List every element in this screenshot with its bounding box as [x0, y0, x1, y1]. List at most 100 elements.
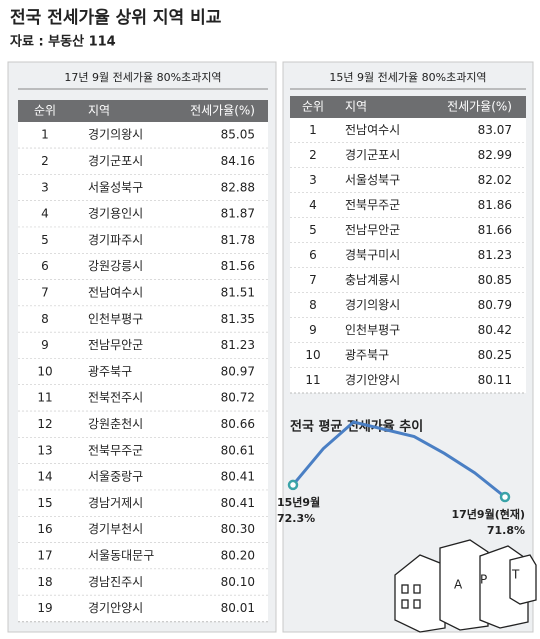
table-cell: 서울동대문구 [88, 548, 154, 562]
table-cell: 4 [41, 207, 49, 221]
table-row [18, 385, 268, 412]
table-cell: 충남계룡시 [345, 273, 400, 287]
table-row [18, 253, 268, 280]
table-row [290, 218, 526, 243]
table-row [290, 193, 526, 218]
table-cell: 경기안양시 [345, 373, 400, 387]
table-cell: 80.42 [478, 323, 512, 337]
table-cell: 81.86 [478, 198, 512, 212]
table-cell: 81.35 [221, 312, 255, 326]
table-caption: 15년 9월 전세가율 80%초과지역 [329, 71, 486, 84]
table-cell: 경기의왕시 [88, 128, 143, 142]
table-cell: 80.79 [478, 298, 512, 312]
table-cell: 강원강릉시 [88, 259, 143, 273]
x-label: 17년9월(현재) [452, 507, 526, 521]
column-header: 순위 [302, 100, 324, 114]
column-header: 순위 [34, 104, 56, 118]
table-cell: 82.99 [478, 148, 512, 162]
table-cell: 82.88 [221, 180, 255, 194]
table-cell: 81.78 [221, 233, 255, 247]
table-cell: 80.25 [478, 348, 512, 362]
table-header [18, 100, 268, 122]
table-cell: 경기파주시 [88, 233, 143, 247]
table-cell: 81.51 [221, 285, 255, 299]
table-cell: 서울중랑구 [88, 470, 143, 484]
table-cell: 광주북구 [345, 348, 389, 362]
table-cell: 전남여수시 [345, 123, 400, 137]
table-cell: 7 [41, 285, 49, 299]
table-cell: 80.30 [221, 522, 255, 536]
table-row [18, 411, 268, 438]
table-row [18, 306, 268, 333]
table-cell: 7 [309, 273, 317, 287]
end-point [287, 479, 299, 491]
table-row [290, 293, 526, 318]
table-cell: 8 [41, 312, 49, 326]
table-cell: 경기의왕시 [345, 298, 400, 312]
table-cell: 경기안양시 [88, 601, 143, 615]
table-cell: 84.16 [221, 154, 255, 168]
table-cell: 81.87 [221, 207, 255, 221]
table-cell: 4 [309, 198, 317, 212]
table-cell: 전북전주시 [88, 391, 143, 405]
table-row [290, 243, 526, 268]
table-row [18, 279, 268, 307]
table-cell: 81.23 [478, 248, 512, 262]
table-row [290, 168, 526, 193]
table-cell: 83.07 [478, 123, 512, 137]
table-row [18, 516, 268, 543]
table-cell: 9 [309, 323, 317, 337]
table-row [18, 595, 268, 622]
table-cell: 5 [309, 223, 317, 237]
svg-text:P: P [480, 573, 487, 587]
table-row [18, 200, 268, 228]
table-cell: 17 [37, 548, 52, 562]
table-row [18, 148, 268, 175]
table-cell: 80.11 [478, 373, 512, 387]
table-cell: 경기군포시 [88, 154, 143, 168]
x-label: 15년9월 [277, 495, 320, 509]
table-row [18, 463, 268, 491]
source: 자료 : 부동산 114 [10, 34, 116, 50]
table-cell: 82.02 [478, 173, 512, 187]
table-header [290, 96, 526, 118]
table-cell: 5 [41, 233, 49, 247]
table-cell: 9 [41, 338, 49, 352]
table-cell: 80.01 [221, 601, 255, 615]
table-caption: 17년 9월 전세가율 80%초과지역 [64, 71, 221, 84]
table-cell: 전남무안군 [345, 223, 400, 237]
table-cell: 전북무주군 [345, 198, 400, 212]
table-cell: 경남거제시 [88, 496, 143, 510]
table-cell: 14 [37, 470, 52, 484]
table-cell: 1 [41, 128, 49, 142]
table-row [18, 358, 268, 385]
table-cell: 전북무주군 [88, 443, 143, 457]
table-cell: 16 [37, 522, 52, 536]
column-header: 전세가율(%) [447, 100, 512, 114]
table-cell: 강원춘천시 [88, 416, 143, 431]
column-header: 지역 [88, 104, 110, 118]
table-row [290, 343, 526, 368]
table-cell: 15 [37, 496, 52, 510]
table-cell: 10 [305, 348, 320, 362]
table-cell: 80.41 [221, 496, 255, 510]
table-cell: 전남무안군 [88, 338, 143, 352]
table-row [290, 318, 526, 343]
table-cell: 80.97 [221, 364, 255, 378]
table-cell: 서울성북구 [345, 173, 400, 187]
table-row [290, 368, 526, 393]
table-cell: 13 [37, 443, 52, 457]
table-cell: 경기용인시 [88, 207, 143, 221]
table-cell: 서울성북구 [88, 180, 143, 194]
table-cell: 경기군포시 [345, 148, 400, 162]
table-cell: 80.66 [221, 417, 255, 431]
table-row [290, 268, 526, 293]
table-cell: 80.20 [221, 548, 255, 562]
value-label: 72.3% [277, 512, 315, 525]
svg-text:T: T [511, 568, 520, 582]
svg-text:A: A [454, 578, 463, 592]
table-cell: 8 [309, 298, 317, 312]
table-cell: 6 [309, 248, 317, 262]
table-cell: 경남진주시 [88, 575, 143, 589]
